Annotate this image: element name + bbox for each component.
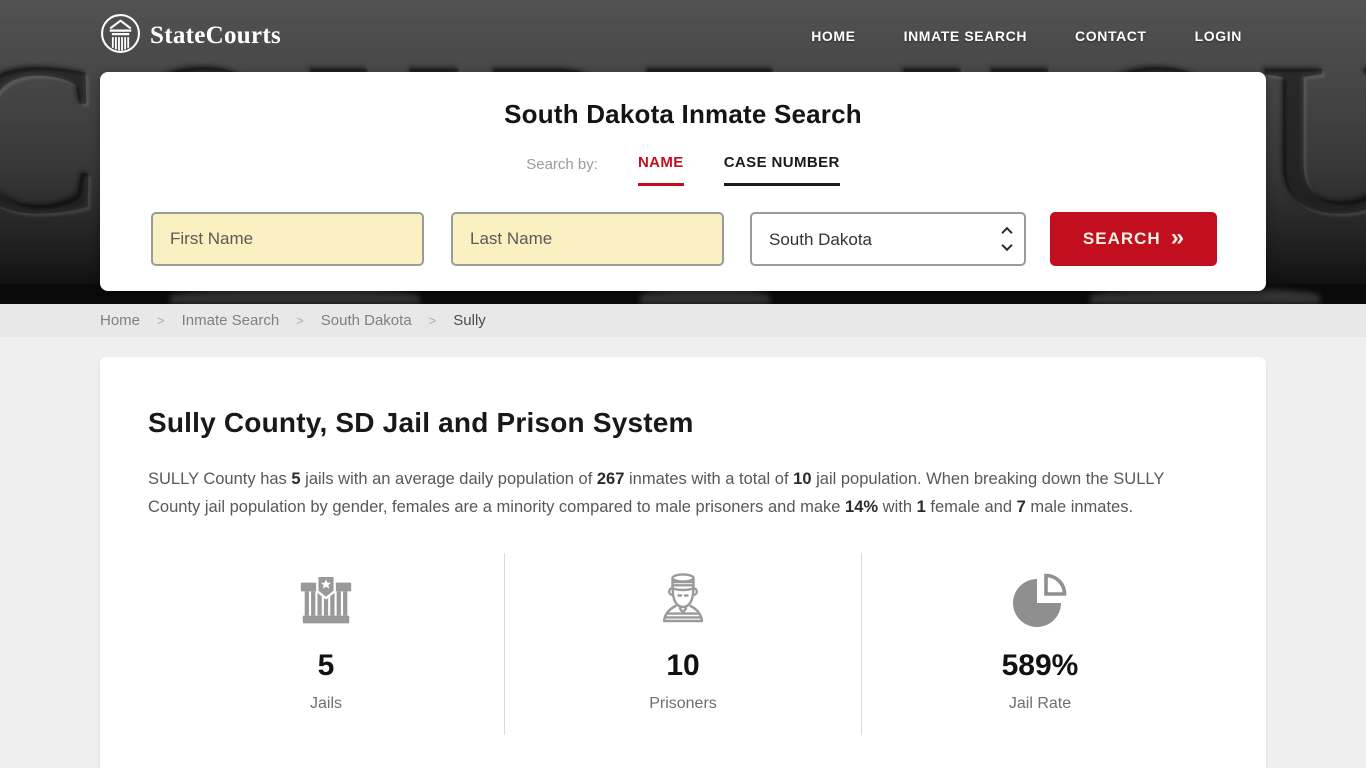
statue-silhouette: [1090, 288, 1320, 304]
stat-jail-rate-label: Jail Rate: [1008, 695, 1072, 712]
brand-logo[interactable]: StateCourts: [100, 13, 281, 59]
state-select-wrap: South Dakota: [750, 212, 1026, 266]
stat-jails-label: Jails: [309, 695, 342, 712]
tab-case-number[interactable]: CASE NUMBER: [723, 154, 840, 186]
top-navigation: StateCourts HOME INMATE SEARCH CONTACT L…: [0, 0, 1366, 72]
double-chevron-right-icon: [1171, 226, 1184, 250]
breadcrumb: Home > Inmate Search > South Dakota > Su…: [0, 304, 1366, 337]
state-select[interactable]: South Dakota: [750, 212, 1026, 266]
stat-jails: 5 Jails: [148, 553, 504, 735]
stat-jail-rate: 589% Jail Rate: [861, 553, 1218, 735]
last-name-input[interactable]: [451, 212, 724, 266]
nav-links: HOME INMATE SEARCH CONTACT LOGIN: [811, 28, 1242, 44]
hero-header: COURT·HOUSE: [0, 0, 1366, 304]
breadcrumb-home[interactable]: Home: [100, 312, 141, 329]
search-card-title: South Dakota Inmate Search: [504, 99, 862, 129]
nav-item-inmate-search[interactable]: INMATE SEARCH: [903, 28, 1028, 44]
jail-building-icon: [148, 569, 504, 633]
statue-silhouette: [170, 288, 420, 304]
brand-name: StateCourts: [150, 22, 282, 49]
breadcrumb-separator: >: [157, 313, 165, 328]
inmate-search-card: South Dakota Inmate Search Search by: NA…: [100, 72, 1266, 291]
main-area: Sully County, SD Jail and Prison System …: [0, 337, 1366, 768]
nav-item-home[interactable]: HOME: [811, 28, 856, 44]
stat-prisoners-value: 10: [666, 649, 700, 682]
prisoner-icon: [505, 569, 861, 633]
breadcrumb-south-dakota[interactable]: South Dakota: [320, 312, 412, 329]
breadcrumb-inmate-search[interactable]: Inmate Search: [181, 312, 280, 329]
stat-jail-rate-value: 589%: [1001, 649, 1079, 682]
statue-silhouette: [640, 288, 770, 304]
search-button-label: SEARCH: [1082, 229, 1161, 248]
search-by-row: Search by: NAME CASE NUMBER: [100, 154, 1266, 188]
search-button[interactable]: SEARCH: [1050, 212, 1217, 266]
first-name-input[interactable]: [151, 212, 424, 266]
stat-prisoners-label: Prisoners: [649, 695, 717, 712]
breadcrumb-separator: >: [296, 313, 304, 328]
stat-prisoners: 10 Prisoners: [504, 553, 861, 735]
nav-item-login[interactable]: LOGIN: [1194, 28, 1242, 44]
breadcrumb-separator: >: [428, 313, 437, 328]
stat-jails-value: 5: [317, 649, 335, 682]
county-info-card: Sully County, SD Jail and Prison System …: [100, 357, 1266, 768]
pie-chart-icon: [862, 569, 1218, 633]
county-summary-paragraph: SULLY County has 5 jails with an average…: [148, 470, 1165, 516]
search-by-label: Search by:: [526, 156, 598, 173]
courthouse-icon: [100, 13, 141, 59]
stats-row: 5 Jails: [148, 553, 1218, 735]
nav-item-contact[interactable]: CONTACT: [1075, 28, 1147, 44]
page-title: Sully County, SD Jail and Prison System: [148, 407, 694, 438]
tab-name[interactable]: NAME: [637, 154, 684, 186]
search-form-row: South Dakota SEARCH: [151, 212, 1217, 266]
breadcrumb-current-sully: Sully: [453, 312, 486, 329]
